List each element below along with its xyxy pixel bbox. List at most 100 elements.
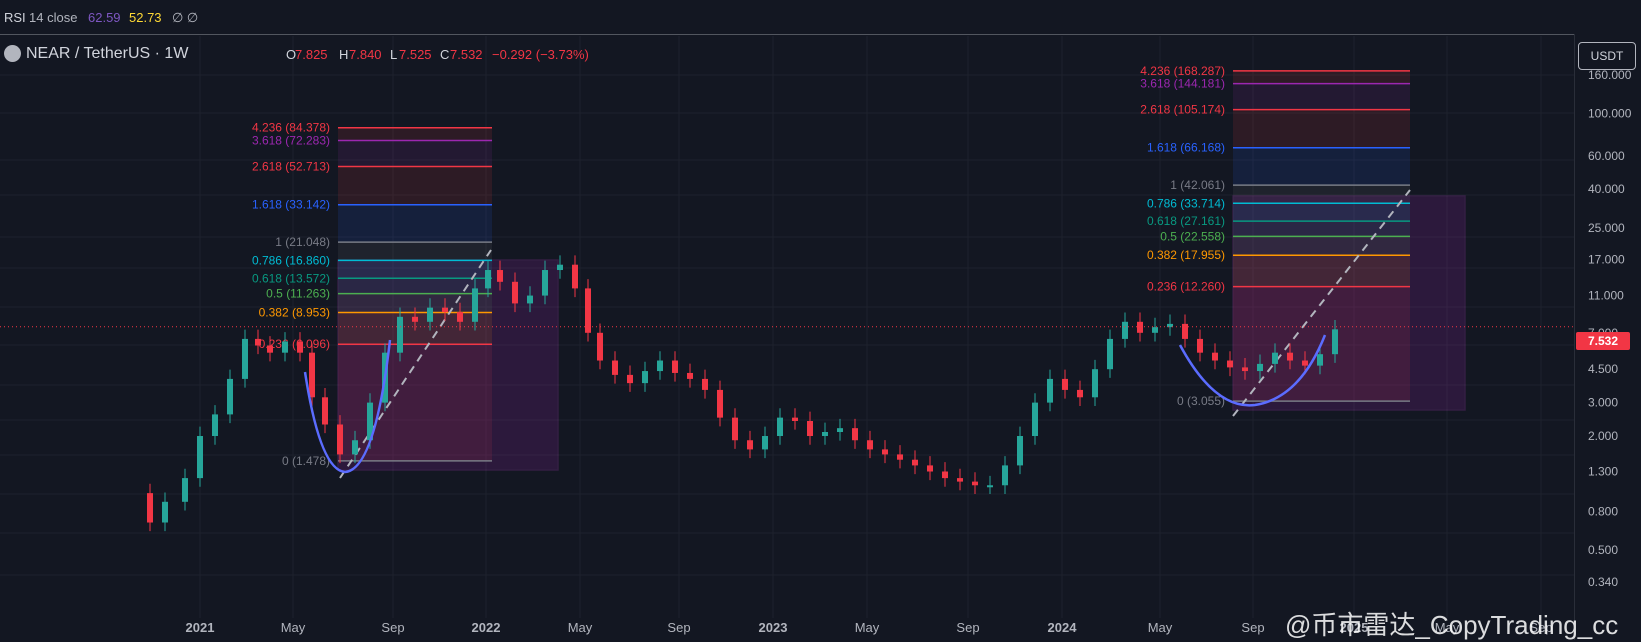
candle-body (1302, 360, 1308, 366)
candle-body (557, 264, 563, 271)
ohlc-open: 7.825 (295, 47, 328, 62)
ohlc-low: 7.525 (399, 47, 432, 62)
ohlc-high: 7.840 (349, 47, 382, 62)
candle-body (1062, 378, 1068, 390)
candle-body (457, 312, 463, 322)
candle-body (1182, 323, 1188, 339)
right-fib-zone (1233, 70, 1410, 84)
candle-body (912, 459, 918, 466)
symbol-title[interactable]: NEAR / TetherUS · 1W (26, 45, 189, 62)
price-axis[interactable] (1574, 34, 1641, 640)
candle-body (1017, 436, 1023, 466)
time-tick-label: Sep (1241, 620, 1264, 635)
price-tick-label: 25.000 (1588, 221, 1625, 235)
candle-body (309, 352, 315, 398)
candle-body (485, 270, 491, 289)
right-fib-label: 3.618 (144.181) (1140, 77, 1225, 91)
right-fib-label: 4.236 (168.287) (1140, 64, 1225, 78)
left-fib-label: 0 (1.478) (282, 454, 330, 468)
left-fib-label: 0.618 (13.572) (252, 271, 330, 285)
time-tick-label: May (281, 620, 306, 635)
left-fib-label: 1.618 (33.142) (252, 198, 330, 212)
candle-body (1257, 363, 1263, 372)
candle-body (597, 332, 603, 361)
left-fib-zone (338, 278, 492, 294)
price-tick-label: 0.340 (1588, 575, 1618, 589)
time-tick-label: Sep (956, 620, 979, 635)
candle-body (512, 281, 518, 304)
candle-body (212, 414, 218, 437)
candle-body (267, 345, 273, 353)
candle-body (1272, 352, 1278, 364)
rsi-name: RSI (4, 10, 26, 25)
right-fib-label: 0.618 (27.161) (1147, 214, 1225, 228)
right-fib-zone (1233, 147, 1410, 186)
ohlc-open-label: O (286, 47, 297, 62)
right-fib-box (1232, 195, 1466, 411)
right-fib-label: 1 (42.061) (1170, 178, 1225, 192)
right-fib-label: 0.786 (33.714) (1147, 196, 1225, 210)
candle-body (472, 288, 478, 322)
price-tick-label: 1.300 (1588, 465, 1618, 479)
left-fib-label: 2.618 (52.713) (252, 159, 330, 173)
right-fib-zone (1233, 221, 1410, 237)
candle-body (242, 338, 248, 379)
currency-button[interactable]: USDT (1578, 42, 1636, 70)
candle-body (687, 372, 693, 379)
candle-body (1122, 321, 1128, 339)
right-fib-zone (1233, 236, 1410, 256)
left-fib-label: 1 (21.048) (275, 235, 330, 249)
time-tick-label: May (1435, 620, 1460, 635)
near-logo-icon (4, 45, 21, 62)
candle-body (612, 360, 618, 375)
candle-body (1332, 329, 1338, 355)
candle-body (147, 493, 153, 523)
time-tick-label: Sep (1529, 620, 1552, 635)
time-tick-label: 2021 (186, 620, 215, 635)
candle-body (897, 454, 903, 460)
cup-curve (1178, 334, 1327, 407)
time-tick-label: May (855, 620, 880, 635)
candle-body (807, 420, 813, 437)
right-fib-label: 2.618 (105.174) (1140, 103, 1225, 117)
cup-curve (303, 339, 392, 474)
candle-body (1092, 369, 1098, 398)
time-tick-label: 2023 (759, 620, 788, 635)
price-tick-label: 0.500 (1588, 543, 1618, 557)
left-fib-zone (338, 293, 492, 313)
candle-body (717, 389, 723, 418)
right-fib-zone (1233, 203, 1410, 222)
candle-body (1077, 389, 1083, 398)
candle-body (397, 316, 403, 353)
right-fib-label: 0.382 (17.955) (1147, 248, 1225, 262)
left-fib-zone (338, 242, 492, 261)
left-fib-box (337, 259, 559, 471)
candle-body (732, 417, 738, 441)
price-tick-label: 3.000 (1588, 396, 1618, 410)
right-fib-zone (1233, 109, 1410, 148)
price-tick-label: 160.000 (1588, 68, 1632, 82)
price-tick-label: 0.800 (1588, 505, 1618, 519)
candle-body (1047, 378, 1053, 403)
ohlc-close: 7.532 (450, 47, 483, 62)
candle-body (822, 431, 828, 437)
right-fib-label: 0.236 (12.260) (1147, 280, 1225, 294)
candle-body (657, 360, 663, 372)
left-fib-label: 4.236 (84.378) (252, 121, 330, 135)
price-tick-label: 17.000 (1588, 253, 1625, 267)
rsi-value-2: 52.73 (129, 10, 162, 25)
candle-body (1212, 352, 1218, 361)
candle-body (942, 471, 948, 479)
price-tick-label: 60.000 (1588, 149, 1625, 163)
right-fib-label: 1.618 (66.168) (1147, 141, 1225, 155)
price-tick-label: 100.000 (1588, 107, 1632, 121)
candle-body (412, 316, 418, 322)
candle-body (542, 270, 548, 296)
right-fib-label: 0 (3.055) (1177, 394, 1225, 408)
left-fib-label: 0.382 (8.953) (259, 306, 330, 320)
candle-body (1287, 352, 1293, 361)
price-tick-label: 2.000 (1588, 429, 1618, 443)
candle-body (627, 374, 633, 384)
candle-body (1167, 323, 1173, 328)
